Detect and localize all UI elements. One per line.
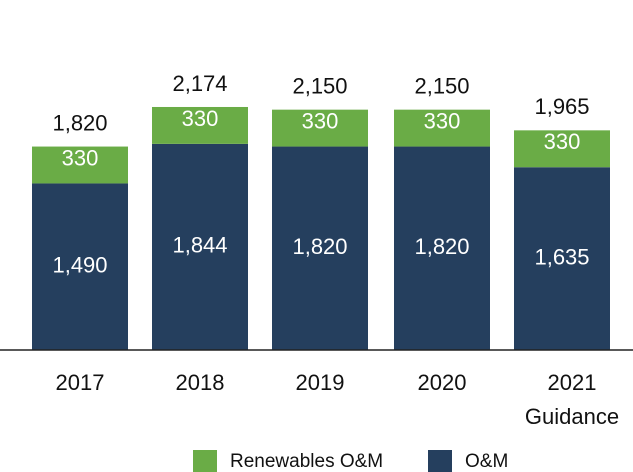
- value-label: 1,844: [172, 233, 227, 258]
- x-tick-label: 2020: [417, 370, 467, 395]
- total-label: 2,174: [172, 71, 227, 96]
- bar-segment: [514, 130, 610, 168]
- value-label: 330: [544, 129, 581, 154]
- bar-segment: [152, 106, 248, 144]
- legend-swatch: [193, 450, 217, 472]
- x-tick-label: 2017: [55, 370, 105, 395]
- x-tick-label: 2019: [295, 370, 345, 395]
- value-label: 330: [302, 108, 339, 133]
- legend-swatch: [428, 450, 452, 472]
- value-label: 330: [424, 108, 461, 133]
- total-label: 2,150: [292, 73, 347, 98]
- legend-label: Renewables O&M: [230, 451, 383, 472]
- bar-segment: [394, 146, 490, 350]
- value-label: 330: [62, 145, 99, 170]
- total-label: 1,820: [52, 110, 107, 135]
- x-tick-label: 2021 Guidance: [524, 370, 620, 429]
- value-label: 1,635: [534, 244, 589, 269]
- total-label: 1,965: [534, 94, 589, 119]
- legend-label: O&M: [465, 451, 508, 472]
- bar-segment: [272, 146, 368, 350]
- x-tick-label: 2018: [175, 370, 225, 395]
- value-label: 330: [182, 106, 219, 131]
- bar-segment: [32, 183, 128, 350]
- bar-segment: [152, 143, 248, 350]
- bar-segment: [272, 109, 368, 147]
- total-label: 2,150: [414, 73, 469, 98]
- bar-segment: [514, 167, 610, 350]
- bar-segment: [32, 146, 128, 184]
- value-label: 1,490: [52, 253, 107, 278]
- value-label: 1,820: [414, 234, 469, 259]
- value-label: 1,820: [292, 234, 347, 259]
- bar-segment: [394, 109, 490, 147]
